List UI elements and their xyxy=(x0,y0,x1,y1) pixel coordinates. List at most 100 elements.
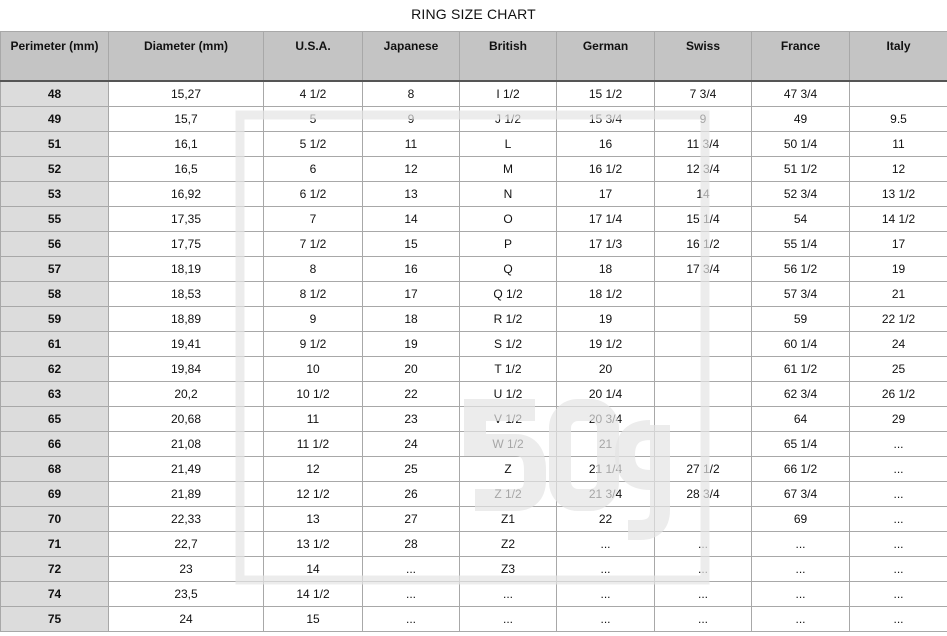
cell-british: Z xyxy=(459,455,557,482)
cell-japanese: 24 xyxy=(362,430,460,457)
cell-usa: 12 1/2 xyxy=(263,480,363,507)
cell-diameter: 15,7 xyxy=(108,105,264,132)
cell-british: M xyxy=(459,155,557,182)
table-row: 61 19,41 9 1/2 19 S 1/2 19 1/2 60 1/4 24 xyxy=(0,330,947,357)
cell-usa: 6 1/2 xyxy=(263,180,363,207)
cell-diameter: 20,68 xyxy=(108,405,264,432)
cell-usa: 5 1/2 xyxy=(263,130,363,157)
table-row: 49 15,7 5 9 J 1/2 15 3/4 9 49 9.5 xyxy=(0,105,947,132)
cell-france: 57 3/4 xyxy=(751,280,850,307)
cell-italy: 13 1/2 xyxy=(849,180,947,207)
cell-german: 17 xyxy=(556,180,655,207)
cell-france: ... xyxy=(751,555,850,582)
cell-japanese: 25 xyxy=(362,455,460,482)
cell-japanese: 13 xyxy=(362,180,460,207)
cell-japanese: 8 xyxy=(362,80,460,107)
column-header-france: France xyxy=(751,31,850,81)
cell-italy: 14 1/2 xyxy=(849,205,947,232)
cell-perimeter: 51 xyxy=(0,130,109,157)
cell-perimeter: 56 xyxy=(0,230,109,257)
cell-italy: ... xyxy=(849,530,947,557)
table-row: 56 17,75 7 1/2 15 P 17 1/3 16 1/2 55 1/4 17 xyxy=(0,230,947,257)
cell-swiss xyxy=(654,355,752,382)
cell-italy: ... xyxy=(849,455,947,482)
cell-usa: 15 xyxy=(263,605,363,632)
cell-perimeter: 75 xyxy=(0,605,109,632)
cell-british: Z3 xyxy=(459,555,557,582)
cell-swiss: 11 3/4 xyxy=(654,130,752,157)
cell-france: 67 3/4 xyxy=(751,480,850,507)
cell-swiss: ... xyxy=(654,605,752,632)
cell-german: 16 xyxy=(556,130,655,157)
column-header-swiss: Swiss xyxy=(654,31,752,81)
cell-perimeter: 68 xyxy=(0,455,109,482)
cell-usa: 14 1/2 xyxy=(263,580,363,607)
cell-italy: 9.5 xyxy=(849,105,947,132)
cell-swiss: 14 xyxy=(654,180,752,207)
cell-usa: 13 xyxy=(263,505,363,532)
cell-swiss xyxy=(654,505,752,532)
cell-japanese: 12 xyxy=(362,155,460,182)
cell-france: 65 1/4 xyxy=(751,430,850,457)
cell-diameter: 22,33 xyxy=(108,505,264,532)
chart-title: RING SIZE CHART xyxy=(411,6,536,22)
cell-perimeter: 72 xyxy=(0,555,109,582)
cell-italy: ... xyxy=(849,555,947,582)
table-row: 58 18,53 8 1/2 17 Q 1/2 18 1/2 57 3/4 21 xyxy=(0,280,947,307)
cell-diameter: 18,89 xyxy=(108,305,264,332)
cell-diameter: 22,7 xyxy=(108,530,264,557)
cell-swiss: 15 1/4 xyxy=(654,205,752,232)
table-row: 55 17,35 7 14 O 17 1/4 15 1/4 54 14 1/2 xyxy=(0,205,947,232)
cell-british: O xyxy=(459,205,557,232)
cell-france: 69 xyxy=(751,505,850,532)
cell-german: 22 xyxy=(556,505,655,532)
cell-perimeter: 53 xyxy=(0,180,109,207)
cell-swiss: ... xyxy=(654,530,752,557)
cell-swiss xyxy=(654,305,752,332)
cell-swiss: 12 3/4 xyxy=(654,155,752,182)
cell-swiss xyxy=(654,330,752,357)
cell-perimeter: 66 xyxy=(0,430,109,457)
table-row: 70 22,33 13 27 Z1 22 69... xyxy=(0,505,947,532)
cell-france: ... xyxy=(751,605,850,632)
cell-diameter: 18,19 xyxy=(108,255,264,282)
column-header-usa: U.S.A. xyxy=(263,31,363,81)
cell-german: 18 xyxy=(556,255,655,282)
cell-usa: 11 1/2 xyxy=(263,430,363,457)
cell-german: ... xyxy=(556,555,655,582)
cell-perimeter: 70 xyxy=(0,505,109,532)
cell-italy: 22 1/2 xyxy=(849,305,947,332)
cell-british: V 1/2 xyxy=(459,405,557,432)
cell-british: Z2 xyxy=(459,530,557,557)
cell-diameter: 23,5 xyxy=(108,580,264,607)
cell-japanese: 17 xyxy=(362,280,460,307)
cell-perimeter: 48 xyxy=(0,80,109,107)
cell-diameter: 16,92 xyxy=(108,180,264,207)
column-header-perimeter: Perimeter (mm) xyxy=(0,31,109,81)
cell-german: 19 1/2 xyxy=(556,330,655,357)
cell-german: 20 xyxy=(556,355,655,382)
cell-france: 59 xyxy=(751,305,850,332)
cell-german: 16 1/2 xyxy=(556,155,655,182)
cell-france: 49 xyxy=(751,105,850,132)
cell-usa: 5 xyxy=(263,105,363,132)
cell-british: Z1 xyxy=(459,505,557,532)
cell-perimeter: 52 xyxy=(0,155,109,182)
cell-perimeter: 57 xyxy=(0,255,109,282)
cell-italy: 26 1/2 xyxy=(849,380,947,407)
cell-diameter: 17,35 xyxy=(108,205,264,232)
cell-italy: ... xyxy=(849,505,947,532)
cell-swiss: 27 1/2 xyxy=(654,455,752,482)
cell-japanese: 11 xyxy=(362,130,460,157)
cell-swiss: 16 1/2 xyxy=(654,230,752,257)
cell-british: I 1/2 xyxy=(459,80,557,107)
cell-diameter: 21,49 xyxy=(108,455,264,482)
cell-japanese: 14 xyxy=(362,205,460,232)
cell-swiss: 17 3/4 xyxy=(654,255,752,282)
cell-japanese: 22 xyxy=(362,380,460,407)
cell-usa: 6 xyxy=(263,155,363,182)
cell-france: ... xyxy=(751,530,850,557)
cell-perimeter: 55 xyxy=(0,205,109,232)
cell-perimeter: 58 xyxy=(0,280,109,307)
cell-italy xyxy=(849,80,947,107)
